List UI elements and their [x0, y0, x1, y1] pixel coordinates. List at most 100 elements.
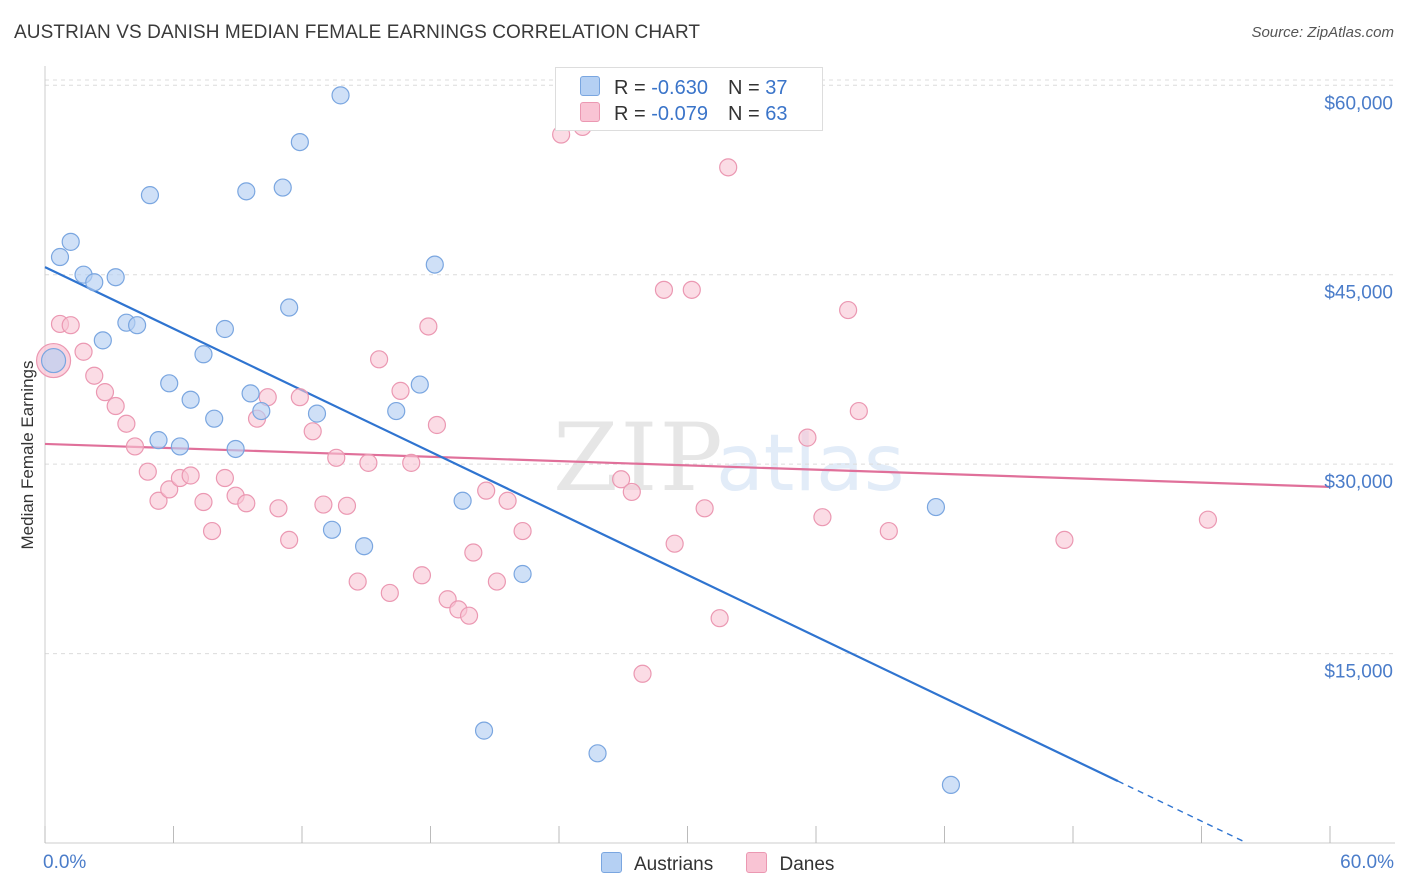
r-label: R = [614, 77, 652, 99]
danes-point [348, 572, 367, 591]
austrians-point [215, 319, 234, 339]
austrians-point [410, 375, 429, 394]
austrians-point [170, 437, 190, 456]
legend-row-danes: R = -0.079 N = 63 [580, 102, 787, 126]
danes-point [419, 317, 438, 336]
austrians-point [941, 775, 961, 795]
danes-point [1198, 510, 1218, 529]
austrians-point [355, 537, 374, 556]
austrians-swatch [580, 76, 600, 96]
danes-point [314, 495, 333, 514]
austrians-point [387, 401, 406, 421]
austrians-point [160, 374, 179, 393]
austrians-legend-swatch [601, 852, 622, 873]
n-value: 63 [765, 103, 788, 125]
danes-point [149, 491, 168, 510]
danes-point [237, 494, 256, 513]
danes-point [654, 280, 674, 299]
danes-swatch [580, 102, 600, 122]
y-tick-label: $60,000 [1324, 93, 1393, 114]
r-value: -0.630 [651, 77, 708, 99]
austrians-point [127, 316, 147, 335]
correlation-legend: R = -0.630 N = 37 R = -0.079 N = 63 [555, 67, 823, 131]
austrians-point [85, 273, 104, 292]
danes-point [181, 466, 200, 485]
danes-point [498, 491, 517, 510]
austrians-point [273, 178, 292, 197]
danes-point [879, 521, 898, 541]
r-label: R = [614, 103, 652, 125]
austrians-point [93, 331, 112, 350]
austrians-point [513, 564, 532, 584]
danes-point [117, 414, 136, 433]
danes-point [427, 415, 447, 435]
series-legend: Austrians Danes [601, 852, 862, 876]
danes-point [194, 492, 213, 512]
austrians-trend-line [44, 266, 1119, 783]
r-value: -0.079 [651, 103, 708, 125]
danes-point [138, 462, 157, 481]
danes-legend-swatch [746, 852, 768, 873]
danes-point [269, 499, 288, 518]
austrians-point [322, 520, 342, 539]
austrians-point [241, 384, 260, 403]
danes-point [303, 422, 322, 441]
austrians-point [307, 404, 327, 423]
austrians-point [926, 497, 946, 517]
austrians-point [61, 232, 80, 251]
danes-point [370, 350, 389, 369]
austrians-point [194, 345, 213, 364]
legend-row-austrians: R = -0.630 N = 37 [580, 76, 787, 100]
danes-point [337, 496, 357, 515]
austrians-point [252, 401, 271, 421]
danes-point [280, 530, 299, 550]
danes-point [74, 342, 93, 361]
danes-point [665, 534, 684, 553]
danes-trend-line [44, 442, 1331, 488]
austrians-trend-extension [1117, 780, 1245, 843]
danes-point [813, 508, 832, 527]
danes-point [798, 428, 817, 447]
danes-point [710, 609, 729, 628]
danes-point [327, 448, 346, 467]
zipatlas-watermark: ZIP atlas [553, 404, 905, 513]
danes-point [202, 521, 222, 541]
austrians-point [205, 409, 224, 428]
danes-point [85, 366, 104, 385]
austrians-point [588, 744, 607, 763]
legend-label-danes: Danes [779, 854, 835, 875]
austrians-point [453, 491, 472, 510]
y-tick-label: $30,000 [1324, 472, 1393, 493]
danes-point [612, 470, 631, 489]
danes-point [402, 453, 421, 472]
danes-point [464, 543, 483, 562]
danes-point [849, 401, 868, 421]
danes-point [622, 482, 641, 502]
y-tick-label: $45,000 [1324, 283, 1393, 304]
austrians-point [474, 721, 494, 740]
austrians-point [280, 298, 299, 317]
danes-point [160, 480, 179, 499]
austrians-point [237, 182, 256, 201]
austrians-point [140, 186, 160, 205]
danes-point [106, 396, 125, 416]
austrians-point [425, 255, 444, 274]
n-value: 37 [765, 77, 788, 99]
danes-point [487, 572, 506, 591]
danes-point [391, 381, 410, 400]
danes-point [359, 453, 378, 472]
austrians-point [181, 390, 200, 409]
x-tick-label-min: 0.0% [43, 852, 87, 873]
austrians-point [226, 439, 245, 459]
austrians-point [290, 132, 309, 152]
legend-item-danes[interactable]: Danes [746, 852, 834, 876]
austrians-point [50, 247, 70, 267]
legend-item-austrians[interactable]: Austrians [601, 852, 713, 876]
austrians-point [106, 268, 125, 287]
austrians-point [331, 86, 350, 105]
danes-point [682, 280, 701, 299]
danes-point [95, 383, 115, 402]
chart-title: AUSTRIAN VS DANISH MEDIAN FEMALE EARNING… [14, 22, 701, 43]
x-tick-label-max: 60.0% [1340, 852, 1394, 873]
